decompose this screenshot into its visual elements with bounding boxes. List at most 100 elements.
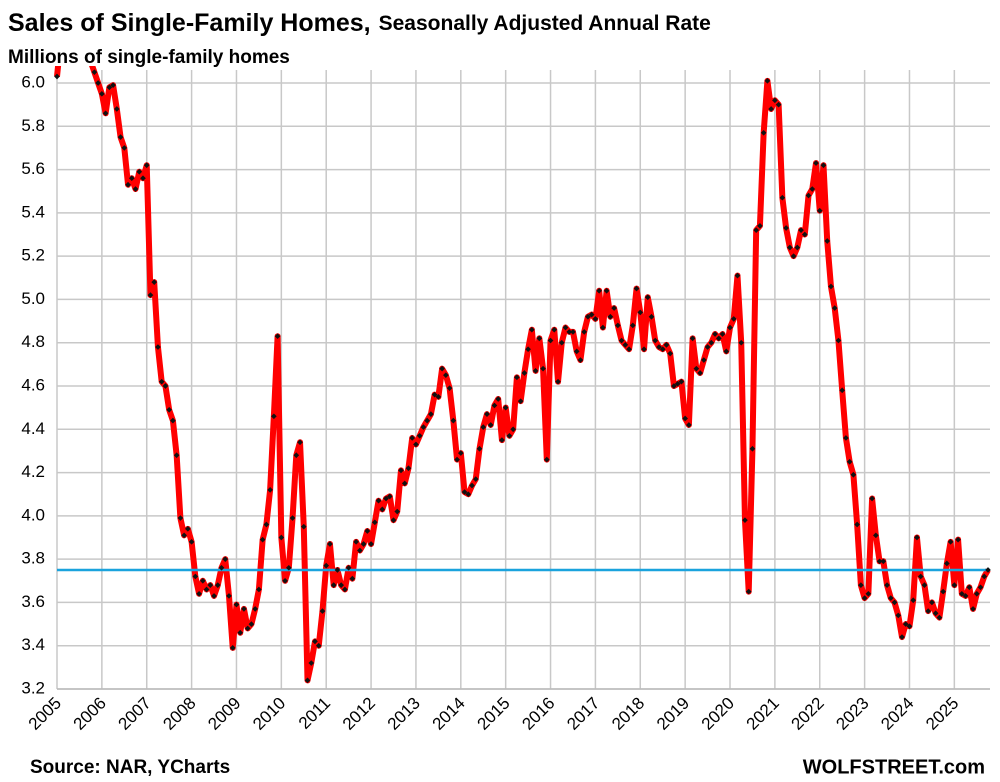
data-point	[540, 365, 546, 372]
y-tick-label: 3.4	[21, 635, 45, 654]
data-point	[659, 346, 666, 353]
data-point	[401, 480, 408, 487]
data-point	[151, 279, 158, 285]
data-point	[947, 539, 954, 545]
data-point	[921, 582, 928, 588]
data-point	[170, 417, 176, 424]
data-point	[196, 590, 202, 597]
data-point	[199, 577, 206, 584]
data-point	[529, 326, 535, 333]
x-tick-label: 2019	[653, 694, 693, 734]
data-point	[521, 370, 528, 376]
data-point	[787, 244, 793, 251]
y-tick-label: 5.0	[21, 289, 45, 308]
data-point	[854, 521, 860, 528]
data-point	[484, 411, 490, 417]
data-point	[962, 593, 969, 599]
data-point	[734, 272, 741, 279]
data-point	[293, 452, 300, 459]
data-point	[207, 582, 214, 588]
data-point	[125, 181, 131, 188]
data-point	[446, 385, 453, 391]
data-point	[891, 599, 898, 606]
data-point	[809, 186, 816, 192]
data-point	[113, 106, 120, 112]
data-point	[772, 97, 778, 104]
x-tick-label: 2005	[25, 694, 65, 734]
data-point	[719, 331, 726, 337]
data-point	[906, 623, 913, 630]
subtitle: Millions of single-family homes	[8, 47, 290, 68]
data-point	[704, 344, 711, 350]
data-point	[708, 339, 715, 346]
data-point	[581, 329, 588, 335]
x-tick-label: 2011	[295, 694, 334, 733]
data-point	[274, 333, 281, 340]
data-point	[816, 207, 823, 214]
data-point	[887, 595, 894, 601]
data-point	[327, 541, 333, 547]
y-tick-label: 4.8	[21, 332, 45, 351]
x-tick-label: 2017	[563, 694, 603, 734]
title-main: Sales of Single-Family Homes,	[8, 9, 371, 37]
data-point	[902, 621, 909, 627]
x-tick-label: 2007	[115, 694, 155, 734]
data-point	[573, 348, 580, 355]
data-point	[738, 339, 745, 346]
data-point	[405, 465, 412, 472]
data-point	[917, 573, 924, 580]
data-point	[936, 614, 943, 621]
data-point	[745, 588, 752, 595]
data-point	[99, 90, 105, 97]
data-point	[843, 435, 849, 441]
data-point	[502, 404, 509, 411]
data-point	[495, 396, 502, 402]
data-point	[248, 621, 255, 627]
data-point	[884, 582, 890, 588]
title-suffix: Seasonally Adjusted Annual Rate	[379, 12, 711, 35]
data-point	[682, 415, 688, 422]
data-point	[958, 590, 965, 597]
x-tick-label: 2008	[159, 694, 199, 734]
data-point	[749, 445, 756, 452]
x-tick-label: 2013	[384, 694, 424, 734]
data-point	[858, 582, 864, 588]
data-point	[461, 489, 468, 495]
y-tick-label: 4.2	[21, 462, 45, 481]
data-point	[487, 422, 494, 428]
data-point	[873, 532, 879, 539]
data-point	[443, 372, 449, 379]
x-tick-label: 2009	[204, 694, 244, 734]
data-point	[543, 456, 550, 463]
data-point	[701, 357, 707, 363]
data-point	[371, 519, 378, 526]
x-tick-label: 2012	[339, 694, 379, 734]
data-point	[233, 601, 240, 608]
data-point	[439, 365, 445, 372]
data-point	[764, 78, 771, 84]
data-point	[465, 491, 472, 498]
x-tick-label: 2016	[518, 694, 558, 734]
data-point	[618, 337, 625, 344]
data-point	[420, 424, 427, 430]
data-point	[383, 495, 389, 502]
data-point	[338, 582, 344, 588]
data-point	[428, 411, 434, 417]
x-tick-label: 2023	[832, 694, 872, 734]
x-tick-label: 2018	[608, 694, 648, 734]
data-point	[102, 110, 109, 117]
data-point	[106, 84, 113, 91]
data-point	[409, 435, 416, 441]
data-point	[686, 422, 692, 428]
data-point	[181, 532, 187, 539]
x-tick-label: 2025	[922, 694, 962, 734]
data-point	[297, 439, 303, 446]
y-tick-label: 3.8	[21, 549, 45, 568]
data-point	[158, 378, 165, 385]
data-point	[431, 391, 438, 398]
data-point	[622, 342, 629, 348]
data-point	[252, 606, 258, 612]
data-point	[555, 378, 561, 385]
data-point	[895, 612, 902, 619]
